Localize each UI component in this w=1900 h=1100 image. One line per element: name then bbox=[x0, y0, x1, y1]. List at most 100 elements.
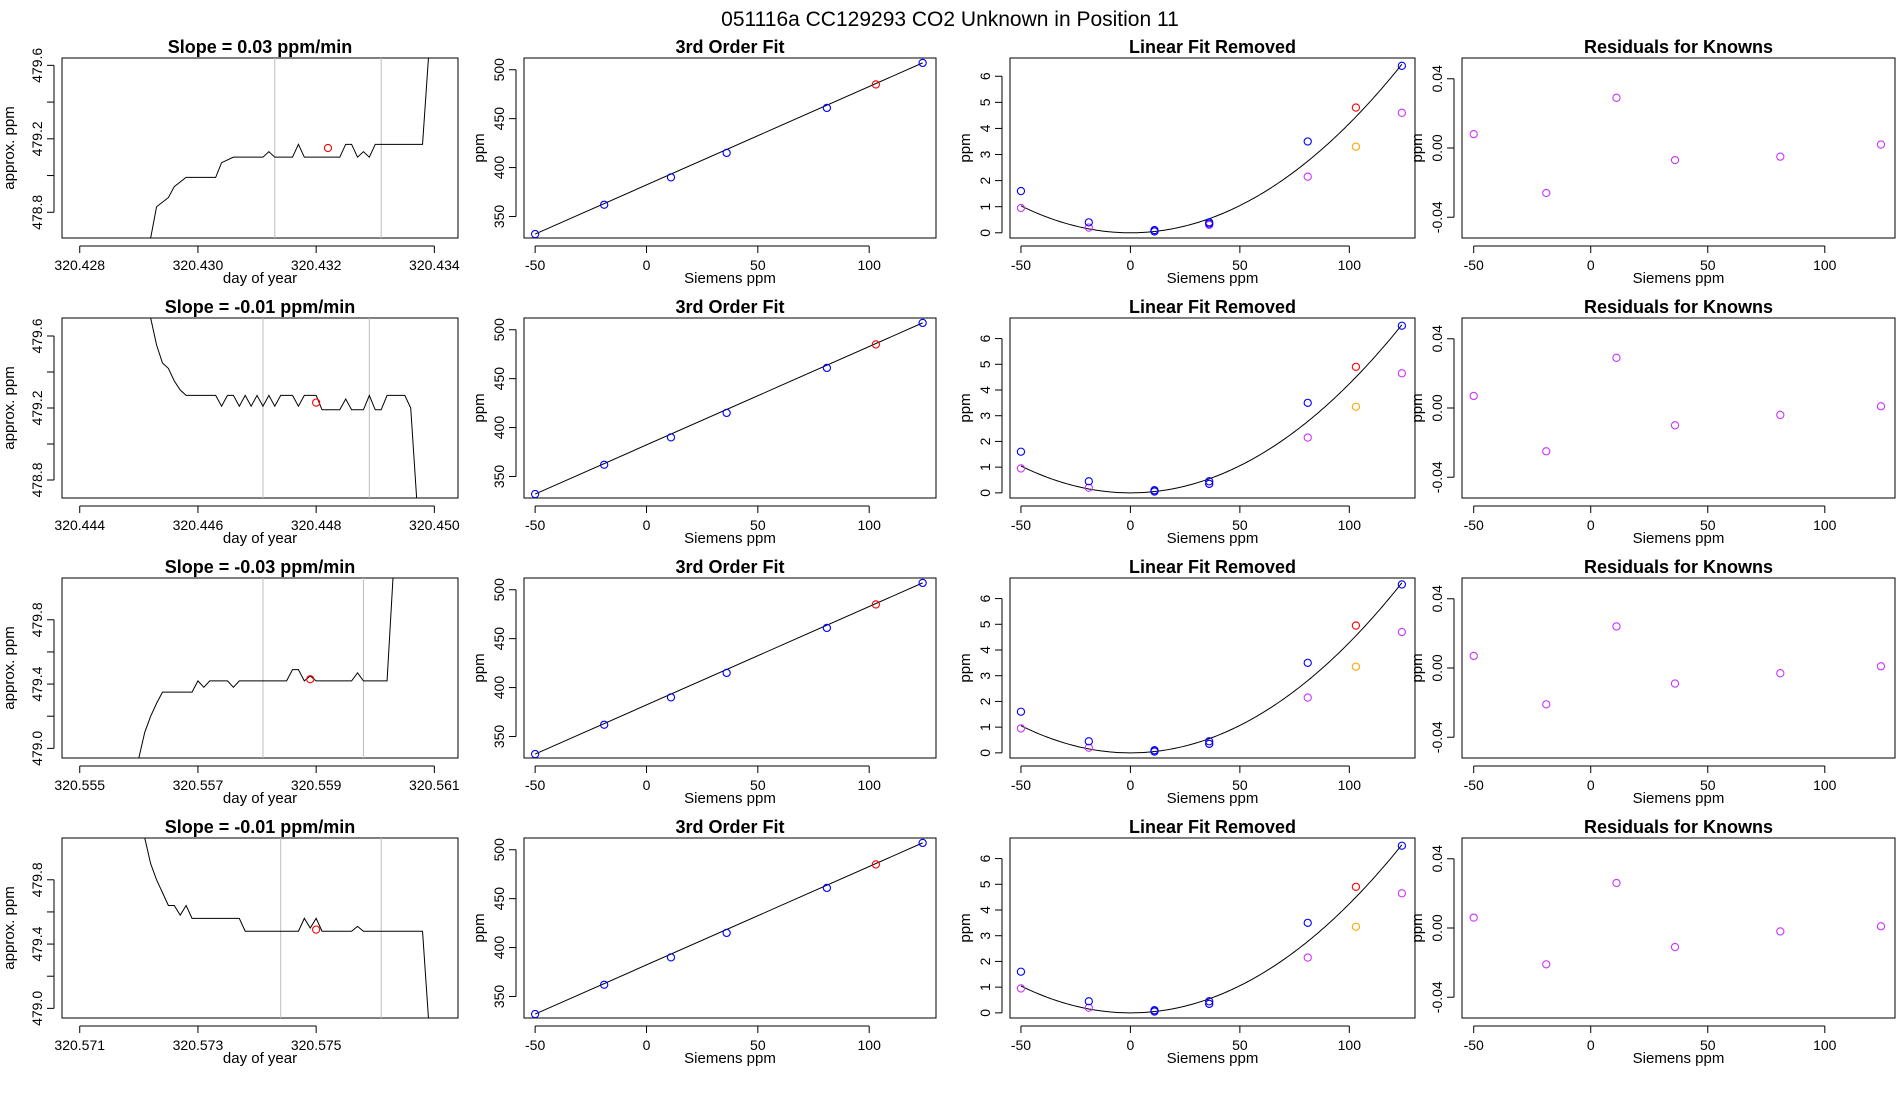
known-point bbox=[1397, 580, 1407, 589]
y-tick-label: 500 bbox=[491, 838, 507, 862]
known-point bbox=[1084, 737, 1093, 746]
panel-title: Linear Fit Removed bbox=[1129, 557, 1296, 577]
panel-r4c3: Linear Fit Removed -50 0 50 100 Siemens ppm 0 1… bbox=[957, 817, 1416, 1067]
panel-title: 3rd Order Fit bbox=[675, 817, 784, 837]
x-tick-label: 320.575 bbox=[291, 1037, 342, 1053]
residual-point bbox=[1876, 140, 1886, 149]
x-tick-label: 100 bbox=[1338, 517, 1362, 533]
panel-r2c1: Slope = -0.01 ppm/min 320.444 320.446 320.4… bbox=[1, 297, 460, 547]
residual-point bbox=[1016, 203, 1026, 213]
y-tick-label: 0.04 bbox=[1429, 325, 1445, 352]
x-axis-label: day of year bbox=[223, 790, 297, 807]
fit-line bbox=[534, 322, 923, 495]
plot-area bbox=[1469, 878, 1886, 969]
y-tick-label: 3 bbox=[977, 932, 993, 940]
x-tick-label: 50 bbox=[1232, 1037, 1248, 1053]
x-tick-label: 100 bbox=[1813, 1037, 1837, 1053]
x-tick-label: -50 bbox=[1464, 1037, 1484, 1053]
y-axis-label: approx. ppm bbox=[1, 626, 18, 709]
plot-area bbox=[1469, 622, 1886, 709]
known-point bbox=[1205, 477, 1214, 486]
residual-point bbox=[1016, 724, 1026, 733]
residual-point bbox=[1084, 223, 1093, 232]
y-axis-label: ppm bbox=[1409, 133, 1426, 162]
panel-title: Slope = -0.03 ppm/min bbox=[165, 557, 356, 577]
plot-area bbox=[1016, 61, 1407, 236]
x-tick-label: -50 bbox=[1464, 777, 1484, 793]
residual-point bbox=[1542, 700, 1551, 709]
y-tick-label: -0.04 bbox=[1429, 201, 1445, 233]
x-tick-label: 50 bbox=[750, 257, 766, 273]
known-point bbox=[666, 953, 676, 962]
residual-point bbox=[1776, 152, 1785, 161]
y-tick-label: 479.0 bbox=[29, 731, 45, 766]
residual-point bbox=[1303, 953, 1312, 962]
y-tick-label: -0.04 bbox=[1429, 721, 1445, 753]
panel-r4c1: Slope = -0.01 ppm/min 320.571 320.573 320.5… bbox=[1, 817, 459, 1067]
series-trace bbox=[150, 318, 418, 498]
panel-r1c1: Slope = 0.03 ppm/min 320.428 320.430 320.43… bbox=[1, 37, 460, 287]
x-tick-label: 50 bbox=[750, 1037, 766, 1053]
plot-frame bbox=[1461, 317, 1896, 499]
y-tick-label: 478.8 bbox=[29, 462, 45, 497]
x-axis-label: Siemens ppm bbox=[1167, 1050, 1259, 1067]
y-tick-label: 5 bbox=[977, 360, 993, 368]
y-tick-label: 6 bbox=[977, 334, 993, 342]
x-tick-label: 100 bbox=[858, 777, 882, 793]
y-tick-label: 0.04 bbox=[1429, 585, 1445, 612]
y-tick-label: 500 bbox=[491, 58, 507, 82]
panel-title: Linear Fit Removed bbox=[1129, 37, 1296, 57]
y-tick-label: 2 bbox=[977, 177, 993, 185]
x-tick-label: 50 bbox=[750, 517, 766, 533]
y-tick-label: 479.4 bbox=[29, 926, 45, 961]
known-point bbox=[666, 173, 676, 182]
panel-r4c2: 3rd Order Fit -50 0 50 100 Siemens ppm 350 400 4… bbox=[471, 817, 937, 1067]
panel-title: Linear Fit Removed bbox=[1129, 817, 1296, 837]
known-point bbox=[918, 838, 927, 848]
x-tick-label: 100 bbox=[1813, 517, 1837, 533]
panel-r2c3: Linear Fit Removed -50 0 50 100 Siemens ppm 0 1… bbox=[957, 297, 1416, 547]
y-tick-label: 3 bbox=[977, 412, 993, 420]
residual-point bbox=[1612, 93, 1621, 102]
y-tick-label: 2 bbox=[977, 437, 993, 445]
known-point bbox=[822, 363, 832, 373]
plot-area bbox=[1016, 321, 1407, 496]
unknown-point bbox=[311, 398, 321, 407]
y-tick-label: 478.8 bbox=[29, 195, 45, 230]
x-tick-label: -50 bbox=[1464, 517, 1484, 533]
known-point bbox=[1150, 747, 1159, 756]
x-tick-label: -50 bbox=[525, 257, 545, 273]
unknown-point bbox=[306, 675, 315, 684]
x-tick-label: 320.430 bbox=[173, 257, 224, 273]
plot-area bbox=[1469, 353, 1886, 456]
known-point bbox=[722, 408, 731, 418]
residual-point bbox=[1612, 622, 1621, 631]
plot-frame bbox=[523, 57, 937, 239]
residual-point bbox=[1670, 155, 1680, 165]
panel-r3c3: Linear Fit Removed -50 0 50 100 Siemens ppm 0 1… bbox=[957, 557, 1416, 807]
y-tick-label: -0.04 bbox=[1429, 461, 1445, 493]
x-tick-label: 50 bbox=[1232, 257, 1248, 273]
residual-point bbox=[1397, 889, 1407, 898]
y-tick-label: 4 bbox=[977, 906, 993, 914]
y-tick-label: 3 bbox=[977, 672, 993, 680]
fit-line bbox=[534, 62, 923, 235]
y-tick-label: 1 bbox=[977, 983, 993, 991]
y-axis-label: approx. ppm bbox=[1, 106, 18, 189]
known-point bbox=[1205, 219, 1214, 228]
y-tick-label: 4 bbox=[977, 124, 993, 132]
panel-r1c3: Linear Fit Removed -50 0 50 100 Siemens ppm 0 1… bbox=[957, 37, 1416, 287]
residual-point bbox=[1469, 391, 1478, 401]
panel-title: Residuals for Knowns bbox=[1584, 37, 1773, 57]
known-point bbox=[1303, 137, 1312, 146]
known-point bbox=[918, 578, 927, 588]
x-tick-label: 50 bbox=[1232, 777, 1248, 793]
unknown-point bbox=[871, 80, 881, 89]
known-point bbox=[1303, 658, 1312, 668]
x-tick-label: 0 bbox=[1587, 517, 1595, 533]
residual-point bbox=[1542, 960, 1551, 969]
known-point bbox=[600, 720, 609, 729]
panel-title: Linear Fit Removed bbox=[1129, 297, 1296, 317]
plot-area bbox=[1016, 841, 1407, 1016]
y-axis-label: ppm bbox=[957, 133, 974, 162]
